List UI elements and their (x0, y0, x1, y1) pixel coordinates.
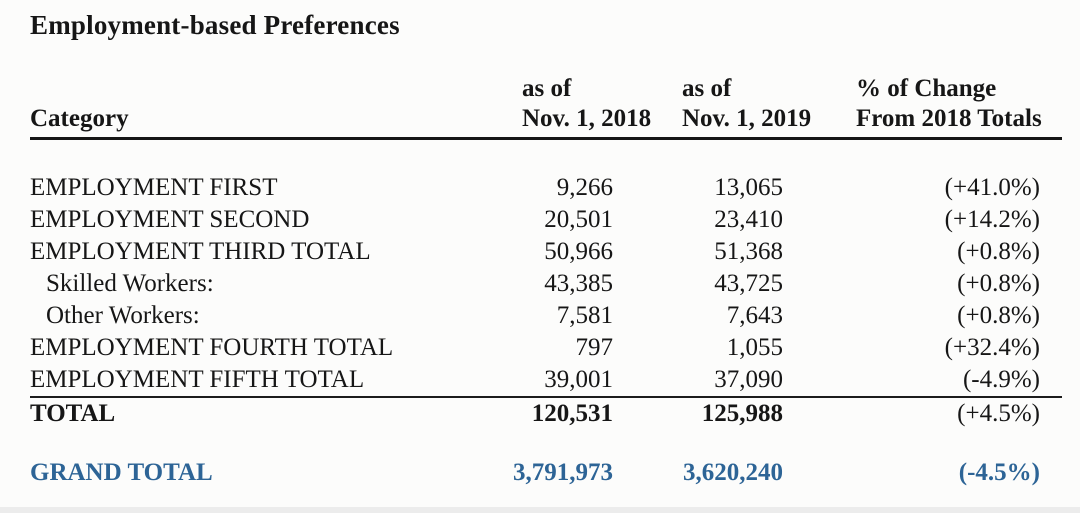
value-change: (-4.9%) (838, 364, 1062, 398)
value-2018: 43,385 (544, 270, 613, 297)
column-header-change: % of Change From 2018 Totals (838, 74, 1062, 140)
row-label: EMPLOYMENT FIFTH TOTAL (30, 364, 490, 398)
value-2018: 120,531 (531, 400, 613, 427)
row-label: Other Workers: (46, 302, 200, 329)
row-label: TOTAL (30, 400, 116, 427)
value-2018: 7,581 (556, 302, 613, 329)
row-employment-second: EMPLOYMENT SECOND 20,501 23,410 (+14.2%) (30, 204, 1062, 236)
grand-total-2018: 3,791,973 (513, 459, 613, 486)
value-2018: 797 (575, 334, 614, 361)
header-spacer-row (30, 139, 1062, 173)
row-label: Skilled Workers: (46, 270, 214, 297)
grand-total-2019: 3,620,240 (683, 459, 783, 486)
value-2019: 51,368 (714, 238, 783, 265)
value-2019: 7,643 (726, 302, 783, 329)
value-2019: 23,410 (714, 206, 783, 233)
value-2018: 39,001 (490, 364, 672, 398)
header-change-line1: % of Change (856, 75, 997, 102)
value-2019: 125,988 (701, 400, 783, 427)
header-change-line2: From 2018 Totals (856, 105, 1042, 132)
row-skilled-workers: Skilled Workers: 43,385 43,725 (+0.8%) (30, 268, 1062, 300)
value-change: (+0.8%) (957, 238, 1040, 265)
value-2018: 20,501 (544, 206, 613, 233)
row-employment-fifth-total: EMPLOYMENT FIFTH TOTAL 39,001 37,090 (-4… (30, 364, 1062, 398)
row-grand-total: GRAND TOTAL 3,791,973 3,620,240 (-4.5%) (30, 457, 1062, 489)
column-header-2019: as of Nov. 1, 2019 (672, 74, 838, 140)
value-change: (+0.8%) (957, 302, 1040, 329)
employment-preferences-table: Category as of Nov. 1, 2018 as of Nov. 1… (30, 74, 1062, 489)
value-2019: 13,065 (714, 174, 783, 201)
row-other-workers: Other Workers: 7,581 7,643 (+0.8%) (30, 300, 1062, 332)
header-2019-line2: Nov. 1, 2019 (682, 105, 812, 132)
row-employment-first: EMPLOYMENT FIRST 9,266 13,065 (+41.0%) (30, 172, 1062, 204)
category-header-label: Category (30, 105, 129, 132)
grand-total-spacer-row (30, 430, 1062, 457)
value-change: (+32.4%) (944, 334, 1040, 361)
column-header-category: Category (30, 74, 490, 140)
row-employment-third-total: EMPLOYMENT THIRD TOTAL 50,966 51,368 (+0… (30, 236, 1062, 268)
value-2019: 37,090 (672, 364, 838, 398)
page-title: Employment-based Preferences (30, 10, 400, 40)
grand-total-label: GRAND TOTAL (30, 459, 213, 486)
grand-total-change: (-4.5%) (958, 459, 1040, 486)
header-2019-line1: as of (682, 75, 732, 102)
value-2019: 43,725 (714, 270, 783, 297)
row-label: EMPLOYMENT FOURTH TOTAL (30, 334, 394, 361)
value-2018: 50,966 (544, 238, 613, 265)
column-header-2018: as of Nov. 1, 2018 (490, 74, 672, 140)
header-2018-line1: as of (522, 75, 572, 102)
value-change: (+4.5%) (957, 400, 1040, 427)
row-employment-fourth-total: EMPLOYMENT FOURTH TOTAL 797 1,055 (+32.4… (30, 332, 1062, 364)
value-2018: 9,266 (556, 174, 613, 201)
screenshot-bottom-edge (0, 507, 1080, 513)
row-label: EMPLOYMENT FIRST (30, 174, 278, 201)
value-change: (+14.2%) (944, 206, 1040, 233)
table-header-row: Category as of Nov. 1, 2018 as of Nov. 1… (30, 74, 1062, 140)
value-2019: 1,055 (726, 334, 783, 361)
header-2018-line2: Nov. 1, 2018 (522, 105, 652, 132)
value-change: (+0.8%) (957, 270, 1040, 297)
row-label: EMPLOYMENT THIRD TOTAL (30, 238, 371, 265)
row-total: TOTAL 120,531 125,988 (+4.5%) (30, 397, 1062, 430)
row-label: EMPLOYMENT SECOND (30, 206, 310, 233)
value-change: (+41.0%) (944, 174, 1040, 201)
